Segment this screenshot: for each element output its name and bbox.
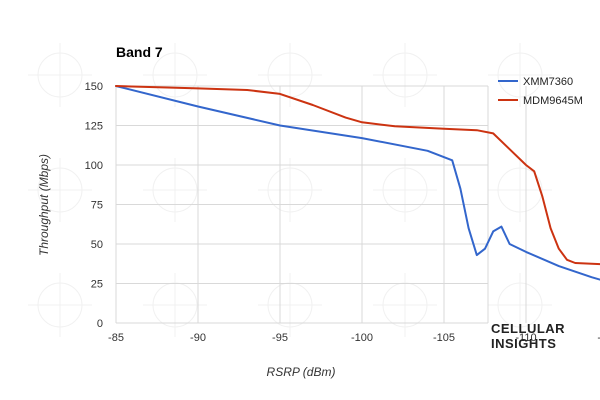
x-axis-ticks: -85-90-95-100-105-110-115-120-125 [108, 332, 600, 344]
y-tick-label: 150 [85, 81, 103, 93]
series-line-mdm9645m [115, 85, 600, 266]
gridlines [115, 85, 527, 324]
x-tick-label: -95 [272, 332, 288, 344]
y-tick-label: 25 [91, 279, 103, 291]
y-tick-label: 0 [97, 318, 103, 330]
brand-line-1: CELLULAR [491, 321, 565, 336]
brand-logo: CELLULAR INSIGHTS [491, 321, 565, 351]
watermark-mark [488, 273, 552, 337]
x-tick-label: -100 [351, 332, 373, 344]
brand-line-2: INSIGHTS [491, 336, 556, 351]
watermark-mark [258, 273, 322, 337]
watermark-mark [143, 158, 207, 222]
watermark-mark [28, 273, 92, 337]
y-tick-label: 125 [85, 121, 103, 133]
watermark-mark [28, 158, 92, 222]
watermark-mark [143, 273, 207, 337]
legend-label: MDM9645M [523, 95, 583, 107]
legend-label: XMM7360 [523, 76, 573, 88]
watermark-mark [143, 43, 207, 107]
y-tick-label: 75 [91, 200, 103, 212]
x-tick-label: -85 [108, 332, 124, 344]
watermark-mark [488, 158, 552, 222]
chart-title: Band 7 [116, 44, 163, 60]
watermark-mark [373, 158, 437, 222]
watermark-mark [373, 273, 437, 337]
watermark-mark [488, 43, 552, 107]
x-tick-label: -90 [190, 332, 206, 344]
x-tick-label: -115 [597, 332, 600, 344]
y-axis-ticks: 0 25 50 75 100 125 150 [85, 81, 103, 330]
watermark-mark [373, 43, 437, 107]
y-axis-label: Throughput (Mbps) [37, 154, 51, 256]
x-axis-label: RSRP (dBm) [267, 365, 336, 379]
x-tick-label: -105 [433, 332, 455, 344]
legend: XMM7360 MDM9645M [498, 76, 583, 107]
series-line-xmm7360 [115, 85, 600, 281]
y-tick-label: 50 [91, 239, 103, 251]
watermark-mark [258, 158, 322, 222]
x-tick-label: -110 [515, 332, 536, 344]
watermark-mark [28, 43, 92, 107]
series-lines [115, 85, 600, 281]
background-watermark [28, 43, 552, 337]
y-tick-label: 100 [85, 160, 103, 172]
